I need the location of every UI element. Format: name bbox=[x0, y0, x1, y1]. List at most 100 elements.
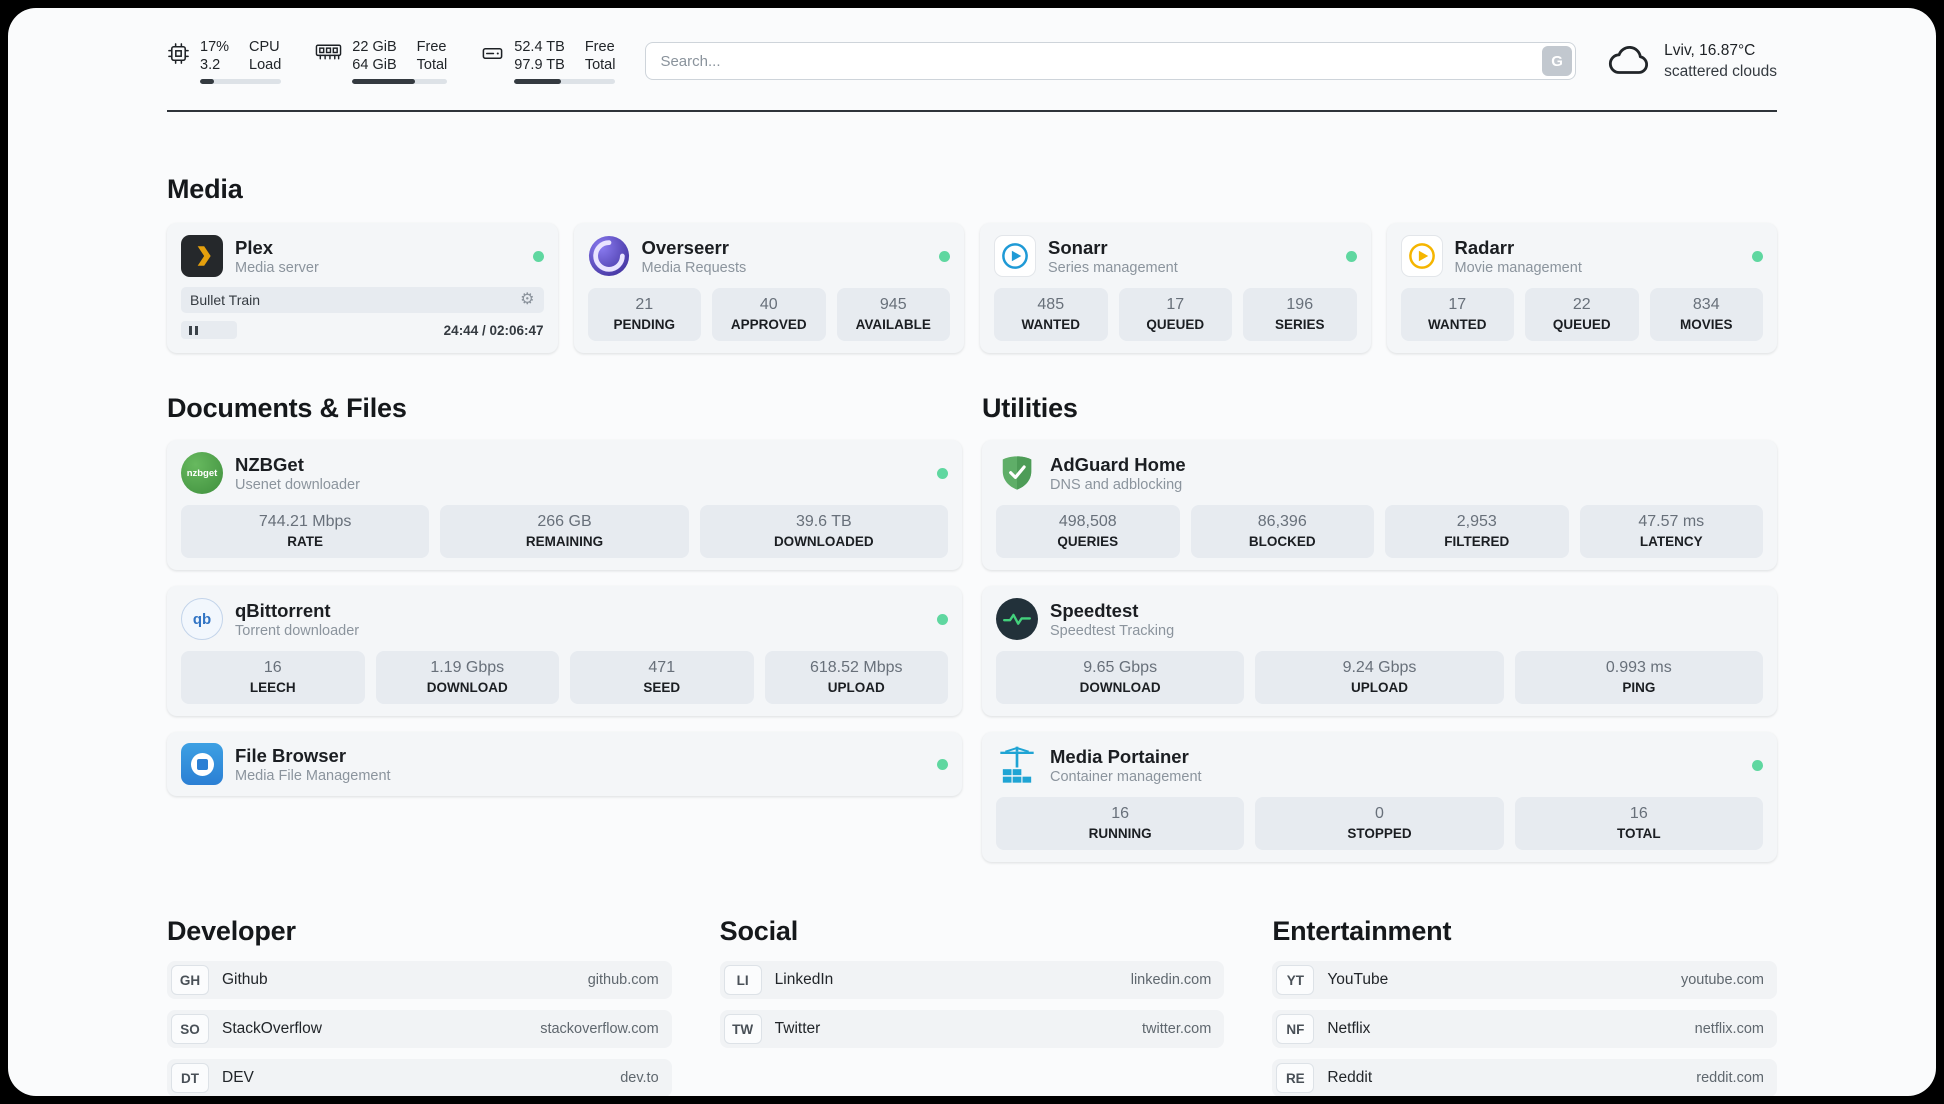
stat-box: 618.52 Mbps UPLOAD bbox=[764, 651, 948, 704]
stat-value: 17 bbox=[1166, 296, 1185, 313]
disk-usage-bar bbox=[514, 79, 616, 84]
app-name: qBittorrent bbox=[235, 599, 331, 621]
stat-label: BLOCKED bbox=[1248, 534, 1316, 549]
bookmark-badge: SO bbox=[171, 1014, 209, 1044]
bookmark-netflix[interactable]: NF Netflix netflix.com bbox=[1272, 1010, 1777, 1048]
section-documents: Documents & Files nzbget NZBGet Usenet d… bbox=[167, 393, 962, 862]
app-name: Overseerr bbox=[641, 236, 729, 258]
card-portainer[interactable]: Media Portainer Container management 16 … bbox=[982, 732, 1777, 862]
weather-location: Lviv, 16.87°C bbox=[1664, 42, 1756, 59]
status-dot bbox=[939, 250, 950, 262]
disk-icon bbox=[482, 47, 503, 60]
stat-label: SEED bbox=[643, 680, 681, 695]
stat-value: 17 bbox=[1448, 296, 1467, 313]
bookmark-stackoverflow[interactable]: SO StackOverflow stackoverflow.com bbox=[167, 1010, 672, 1048]
stat-value: 945 bbox=[879, 296, 907, 313]
ram-usage-bar bbox=[352, 79, 448, 84]
stat-value: 9.24 Gbps bbox=[1342, 659, 1417, 676]
bookmark-twitter[interactable]: TW Twitter twitter.com bbox=[719, 1010, 1225, 1048]
sonarr-icon bbox=[994, 235, 1036, 277]
settings-gear-icon[interactable]: ⚙ bbox=[520, 291, 535, 308]
stat-label: QUEUED bbox=[1552, 317, 1611, 332]
bookmark-url: linkedin.com bbox=[1130, 972, 1212, 988]
cpu-usage-bar-fill bbox=[200, 79, 214, 84]
app-subtitle: Usenet downloader bbox=[235, 476, 360, 493]
bookmark-name: Reddit bbox=[1327, 1069, 1373, 1086]
search-input[interactable] bbox=[645, 42, 1577, 80]
bookmark-url: reddit.com bbox=[1696, 1070, 1764, 1086]
stat-box: 16 TOTAL bbox=[1514, 797, 1763, 850]
app-name: Speedtest bbox=[1050, 599, 1139, 621]
disk-total-label: Total bbox=[584, 57, 616, 73]
card-nzbget[interactable]: nzbget NZBGet Usenet downloader 744.21 M… bbox=[167, 440, 962, 570]
app-subtitle: Media File Management bbox=[235, 767, 391, 784]
ram-free-label: Free bbox=[416, 39, 447, 55]
status-dot bbox=[1345, 250, 1357, 262]
playback-time: 24:44 / 02:06:47 bbox=[443, 322, 544, 338]
card-filebrowser[interactable]: File Browser Media File Management bbox=[167, 732, 962, 796]
stat-box: 196 SERIES bbox=[1243, 288, 1357, 341]
stat-label: AVAILABLE bbox=[855, 317, 931, 332]
stat-value: 9.65 Gbps bbox=[1083, 659, 1158, 676]
stat-label: UPLOAD bbox=[1350, 680, 1408, 695]
app-name: File Browser bbox=[235, 744, 347, 766]
top-bar: 17% CPU 3.2 Load bbox=[167, 38, 1777, 84]
stat-box: 22 QUEUED bbox=[1525, 288, 1639, 341]
media-section-title: Media bbox=[167, 174, 243, 204]
ram-free-value: 22 GiB bbox=[352, 39, 397, 55]
search-button[interactable]: G bbox=[1542, 46, 1573, 76]
bookmark-url: github.com bbox=[587, 972, 659, 988]
app-subtitle: Container management bbox=[1050, 768, 1202, 785]
bookmark-url: netflix.com bbox=[1694, 1021, 1764, 1037]
pause-button[interactable] bbox=[181, 321, 237, 339]
stat-box: 21 PENDING bbox=[587, 288, 701, 341]
social-section-title: Social bbox=[719, 916, 799, 946]
stat-box: 945 AVAILABLE bbox=[836, 288, 950, 341]
bookmark-youtube[interactable]: YT YouTube youtube.com bbox=[1272, 961, 1777, 999]
bookmark-github[interactable]: GH Github github.com bbox=[167, 961, 672, 999]
stat-label: PING bbox=[1622, 680, 1656, 695]
stat-value: 485 bbox=[1037, 296, 1065, 313]
disk-free-label: Free bbox=[584, 39, 615, 55]
bookmark-linkedin[interactable]: LI LinkedIn linkedin.com bbox=[719, 961, 1225, 999]
stat-value: 16 bbox=[1629, 805, 1648, 822]
disk-usage-bar-fill bbox=[514, 79, 561, 84]
stat-label: LEECH bbox=[249, 680, 296, 695]
nzbget-icon: nzbget bbox=[181, 452, 223, 494]
stat-value: 21 bbox=[635, 296, 654, 313]
now-playing-row: Bullet Train ⚙ bbox=[181, 287, 544, 313]
memory-icon bbox=[316, 44, 342, 60]
stat-value: 471 bbox=[648, 659, 676, 676]
bookmark-reddit[interactable]: RE Reddit reddit.com bbox=[1272, 1059, 1777, 1096]
stat-box: 2,953 FILTERED bbox=[1385, 505, 1569, 558]
card-sonarr[interactable]: Sonarr Series management 485 WANTED 17 Q… bbox=[980, 223, 1371, 353]
cpu-stat: 17% CPU 3.2 Load bbox=[167, 38, 282, 84]
ram-total-label: Total bbox=[416, 57, 448, 73]
stat-value: 618.52 Mbps bbox=[809, 659, 903, 676]
card-qbittorrent[interactable]: qb qBittorrent Torrent downloader 16 LEE… bbox=[167, 586, 962, 716]
bookmark-badge: TW bbox=[723, 1014, 762, 1044]
stat-box: 744.21 Mbps RATE bbox=[181, 505, 430, 558]
status-dot bbox=[937, 467, 948, 479]
status-dot bbox=[1752, 759, 1763, 771]
bookmark-badge: YT bbox=[1276, 965, 1315, 995]
card-plex[interactable]: Plex Media server Bullet Train ⚙ 24:44 /… bbox=[167, 223, 558, 353]
stat-value: 0 bbox=[1375, 805, 1384, 822]
stat-label: UPLOAD bbox=[827, 680, 885, 695]
card-radarr[interactable]: Radarr Movie management 17 WANTED 22 QUE… bbox=[1386, 223, 1777, 353]
stat-label: PENDING bbox=[613, 317, 675, 332]
card-adguard[interactable]: AdGuard Home DNS and adblocking 498,508 … bbox=[982, 440, 1777, 570]
bookmark-dev[interactable]: DT DEV dev.to bbox=[167, 1059, 672, 1096]
stat-label: SERIES bbox=[1274, 317, 1325, 332]
bookmark-name: StackOverflow bbox=[222, 1020, 322, 1037]
now-playing-title: Bullet Train bbox=[190, 292, 261, 308]
stat-box: 16 LEECH bbox=[181, 651, 365, 704]
system-stats: 17% CPU 3.2 Load bbox=[167, 38, 616, 84]
stat-label: DOWNLOAD bbox=[426, 680, 508, 695]
card-overseerr[interactable]: Overseerr Media Requests 21 PENDING 40 A… bbox=[573, 223, 964, 353]
weather-widget: Lviv, 16.87°C scattered clouds bbox=[1606, 40, 1777, 82]
search-bar: G bbox=[645, 42, 1577, 80]
card-speedtest[interactable]: Speedtest Speedtest Tracking 9.65 Gbps D… bbox=[982, 586, 1777, 716]
status-dot bbox=[937, 758, 948, 770]
stat-value: 0.993 ms bbox=[1605, 659, 1672, 676]
